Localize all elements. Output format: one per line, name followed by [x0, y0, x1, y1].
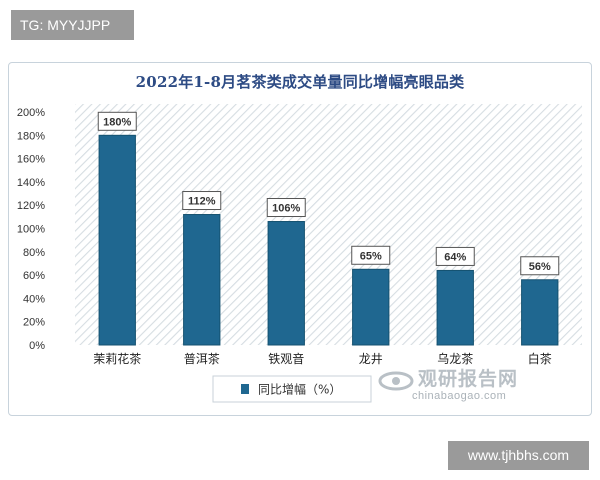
watermark-name: 观研报告网 [418, 368, 519, 390]
y-tick-label: 160% [17, 154, 45, 166]
plot-area-background [75, 104, 582, 345]
y-tick-label: 120% [17, 200, 45, 212]
data-label: 65% [360, 250, 382, 262]
y-tick-label: 140% [17, 177, 45, 189]
eye-logo-icon [378, 371, 414, 391]
x-tick-label: 茉莉花茶 [93, 351, 141, 366]
top-tag: TG: MYYJJPP [11, 10, 134, 40]
y-tick-label: 80% [23, 247, 45, 259]
bar-3 [267, 221, 305, 346]
bottom-tag: www.tjhbhs.com [448, 441, 589, 470]
legend-label: 同比增幅（%） [258, 382, 341, 397]
data-label: 112% [188, 196, 216, 208]
bars: 180% 112% 106% 65% 64% 56% [97, 111, 560, 346]
watermark-url: chinabaogao.com [412, 390, 507, 402]
x-tick-label: 铁观音 [268, 351, 304, 366]
legend-swatch [241, 384, 249, 394]
y-axis: 0% 20% 40% 60% 80% 100% 120% 140% 160% 180% 200% [17, 107, 45, 352]
y-tick-label: 40% [23, 293, 45, 305]
y-tick-label: 180% [17, 130, 45, 142]
bar-4 [352, 268, 390, 346]
data-label-box [97, 111, 137, 131]
data-label-box [351, 245, 391, 265]
y-tick-label: 100% [17, 224, 45, 236]
data-label: 64% [444, 251, 466, 263]
y-tick-label: 200% [17, 107, 45, 119]
bar-1 [98, 134, 136, 346]
x-tick-label: 白茶 [528, 351, 552, 366]
data-label-box [182, 191, 222, 211]
data-label: 180% [103, 116, 131, 128]
bar-2 [183, 214, 221, 346]
data-label-box [520, 256, 560, 276]
x-tick-label: 乌龙茶 [437, 351, 473, 366]
data-label: 106% [272, 203, 300, 215]
data-label: 56% [529, 261, 551, 273]
legend: 同比增幅（%） [212, 375, 372, 403]
chart-title: 2022年1-8月茗茶类成交单量同比增幅亮眼品类 [135, 73, 465, 91]
y-tick-label: 0% [29, 340, 45, 352]
data-label-box [266, 198, 306, 218]
bar-5 [436, 269, 474, 346]
x-axis: 茉莉花茶 普洱茶 铁观音 龙井 乌龙茶 白茶 [93, 351, 552, 366]
legend-box [212, 375, 372, 403]
watermark-logo [378, 367, 414, 401]
y-tick-label: 60% [23, 270, 45, 282]
y-tick-label: 20% [23, 317, 45, 329]
data-label-box [435, 246, 475, 266]
x-tick-label: 龙井 [359, 352, 383, 366]
bar-6 [521, 279, 559, 346]
x-tick-label: 普洱茶 [184, 351, 220, 366]
